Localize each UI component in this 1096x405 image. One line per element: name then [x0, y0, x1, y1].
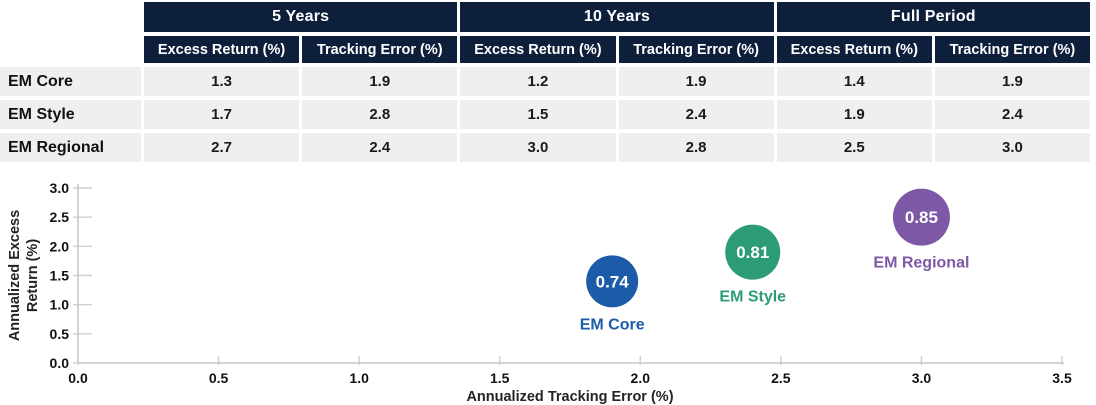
bubble-name-label-em-style: EM Style [719, 289, 786, 306]
x-tick-label: 3.0 [912, 370, 932, 386]
x-tick-label: 0.0 [68, 370, 88, 386]
value-cell: 1.2 [460, 67, 616, 96]
y-tick-label: 3.0 [50, 180, 70, 196]
value-cell: 1.3 [144, 67, 300, 96]
y-tick-label: 0.5 [50, 326, 70, 342]
y-tick-label: 2.0 [50, 238, 70, 254]
value-cell: 3.0 [934, 133, 1090, 162]
column-header-cell: Tracking Error (%) [934, 36, 1090, 63]
row-label: EM Core [0, 67, 141, 96]
y-tick-label: 0.0 [50, 355, 70, 371]
group-header-cell: 10 Years [460, 2, 774, 32]
value-cell: 1.9 [618, 67, 774, 96]
x-tick-label: 0.5 [209, 370, 229, 386]
column-header-cell: Excess Return (%) [460, 36, 616, 63]
bubble-value-label-em-regional: 0.85 [905, 208, 938, 227]
value-cell: 1.9 [934, 67, 1090, 96]
x-axis-title: Annualized Tracking Error (%) [466, 389, 673, 405]
value-cell: 1.9 [776, 100, 932, 129]
column-header-cell: Tracking Error (%) [302, 36, 458, 63]
value-cell: 3.0 [460, 133, 616, 162]
value-cell: 1.4 [776, 67, 932, 96]
excess-return-vs-tracking-error-chart: 0.0 0.5 1.0 1.5 2.0 2.5 3.0 3.5 0.0 0.5 1.0 1.5 2.0 2… [7, 180, 1072, 405]
bubble-name-label-em-regional: EM Regional [873, 255, 969, 272]
value-cell: 2.4 [302, 133, 458, 162]
group-header-cell: 5 Years [144, 2, 458, 32]
bubble-em-style [725, 224, 781, 280]
value-cell: 2.7 [144, 133, 300, 162]
row-label: EM Style [0, 100, 141, 129]
bubble-value-label-em-style: 0.81 [736, 243, 769, 262]
row-label: EM Regional [0, 133, 141, 162]
group-header-cell: Full Period [776, 2, 1090, 32]
value-cell: 2.4 [618, 100, 774, 129]
x-tick-label: 2.5 [771, 370, 791, 386]
y-axis-title-line1: Annualized Excess [7, 210, 23, 341]
bubble-em-regional [892, 188, 950, 246]
value-cell: 2.5 [776, 133, 932, 162]
x-tick-label: 2.0 [631, 370, 651, 386]
bubble-value-label-em-core: 0.74 [596, 272, 630, 291]
value-cell: 1.5 [460, 100, 616, 129]
value-cell: 1.9 [302, 67, 458, 96]
y-tick-label: 1.5 [50, 268, 70, 284]
x-tick-label: 3.5 [1052, 370, 1072, 386]
column-header-cell: Excess Return (%) [144, 36, 300, 63]
value-cell: 2.8 [302, 100, 458, 129]
bubble-em-core [586, 255, 639, 308]
y-tick-label: 2.5 [50, 209, 70, 225]
y-axis-title-line2: Return (%) [25, 239, 41, 312]
bubble-name-label-em-core: EM Core [580, 316, 645, 333]
column-header-cell: Excess Return (%) [776, 36, 932, 63]
performance-table: 5 Years 10 Years Full Period Excess Return … [0, 2, 1090, 162]
table-corner-spacer [0, 2, 141, 32]
y-tick-label: 1.0 [50, 297, 70, 313]
x-tick-label: 1.0 [349, 370, 369, 386]
column-header-cell: Tracking Error (%) [618, 36, 774, 63]
table-corner-spacer [0, 36, 141, 63]
value-cell: 2.8 [618, 133, 774, 162]
value-cell: 2.4 [934, 100, 1090, 129]
value-cell: 1.7 [144, 100, 300, 129]
x-tick-label: 1.5 [490, 370, 510, 386]
